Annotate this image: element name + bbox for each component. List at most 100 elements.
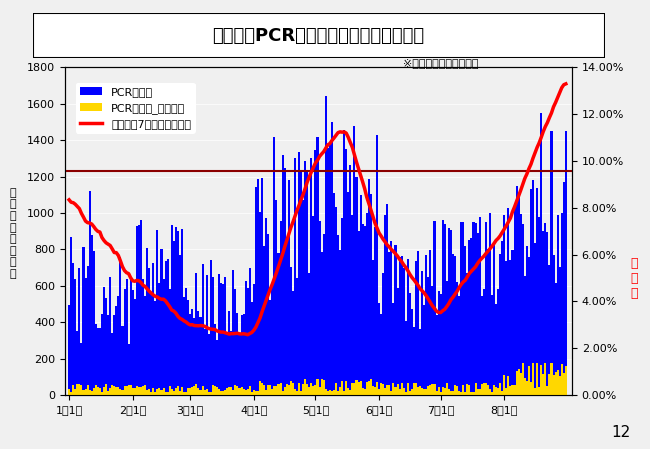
Bar (349, 390, 352, 395)
Bar (363, 389, 366, 395)
Bar (421, 271, 423, 395)
Bar (499, 383, 501, 395)
Bar (187, 388, 189, 395)
Bar (508, 208, 510, 395)
Bar (427, 277, 430, 395)
Bar (276, 200, 278, 395)
Bar (138, 225, 140, 395)
Bar (437, 291, 439, 395)
Text: 12: 12 (611, 425, 630, 440)
Bar (415, 261, 417, 395)
Bar (478, 217, 480, 395)
Bar (210, 392, 212, 395)
Bar (235, 290, 237, 395)
Bar (382, 384, 384, 395)
Bar (181, 387, 183, 395)
Bar (76, 331, 79, 395)
Bar (129, 277, 132, 395)
Bar (263, 385, 265, 395)
Bar (127, 344, 129, 395)
Bar (405, 392, 407, 395)
Bar (547, 232, 549, 395)
Bar (177, 386, 179, 395)
Bar (140, 220, 142, 395)
Bar (549, 374, 551, 395)
Bar (226, 388, 228, 395)
Bar (393, 303, 395, 395)
Bar (86, 266, 88, 395)
Bar (526, 246, 528, 395)
Bar (524, 378, 526, 395)
Bar (261, 383, 263, 395)
Bar (88, 191, 90, 395)
Bar (202, 264, 203, 395)
Bar (519, 373, 522, 395)
Bar (554, 372, 556, 395)
Bar (483, 383, 485, 395)
Bar (341, 219, 343, 395)
Bar (242, 314, 244, 395)
Bar (352, 383, 354, 395)
Bar (88, 390, 90, 395)
Bar (310, 158, 313, 395)
Bar (285, 237, 288, 395)
Bar (222, 391, 224, 395)
Bar (313, 216, 315, 395)
Bar (551, 363, 552, 395)
Bar (419, 386, 421, 395)
Bar (517, 193, 519, 395)
Bar (407, 259, 409, 395)
Bar (109, 388, 111, 395)
Bar (196, 384, 198, 395)
Bar (452, 254, 454, 395)
Bar (210, 260, 212, 395)
Bar (448, 228, 450, 395)
Bar (220, 282, 222, 395)
Bar (251, 392, 253, 395)
Bar (409, 392, 411, 395)
Bar (105, 384, 107, 395)
Bar (462, 222, 464, 395)
Bar (189, 314, 191, 395)
Bar (388, 252, 391, 395)
Bar (324, 97, 327, 395)
Bar (503, 215, 505, 395)
Bar (185, 392, 187, 395)
Bar (366, 213, 368, 395)
Bar (306, 172, 308, 395)
Bar (430, 385, 432, 395)
Bar (335, 383, 337, 395)
Bar (308, 273, 310, 395)
Bar (508, 376, 510, 395)
Bar (563, 373, 565, 395)
Bar (329, 142, 331, 395)
Bar (127, 385, 129, 395)
Bar (370, 379, 372, 395)
Bar (483, 289, 485, 395)
Bar (269, 300, 271, 395)
Bar (497, 290, 499, 395)
Bar (395, 387, 396, 395)
Bar (298, 152, 300, 395)
Bar (191, 387, 193, 395)
Bar (372, 260, 374, 395)
Bar (240, 387, 242, 395)
Bar (501, 391, 503, 395)
Bar (432, 384, 434, 395)
Bar (485, 222, 487, 395)
Bar (244, 390, 246, 395)
Bar (251, 302, 253, 395)
Bar (471, 238, 473, 395)
Bar (556, 370, 558, 395)
Text: 検
査
件
数
・
陽
性
数: 検 査 件 数 ・ 陽 性 数 (10, 188, 16, 279)
Bar (120, 389, 122, 395)
Bar (122, 326, 124, 395)
Bar (132, 290, 134, 395)
Bar (111, 333, 113, 395)
Bar (203, 390, 205, 395)
Bar (411, 389, 413, 395)
Bar (222, 284, 224, 395)
Bar (239, 335, 240, 395)
Bar (436, 392, 437, 395)
Bar (115, 387, 118, 395)
